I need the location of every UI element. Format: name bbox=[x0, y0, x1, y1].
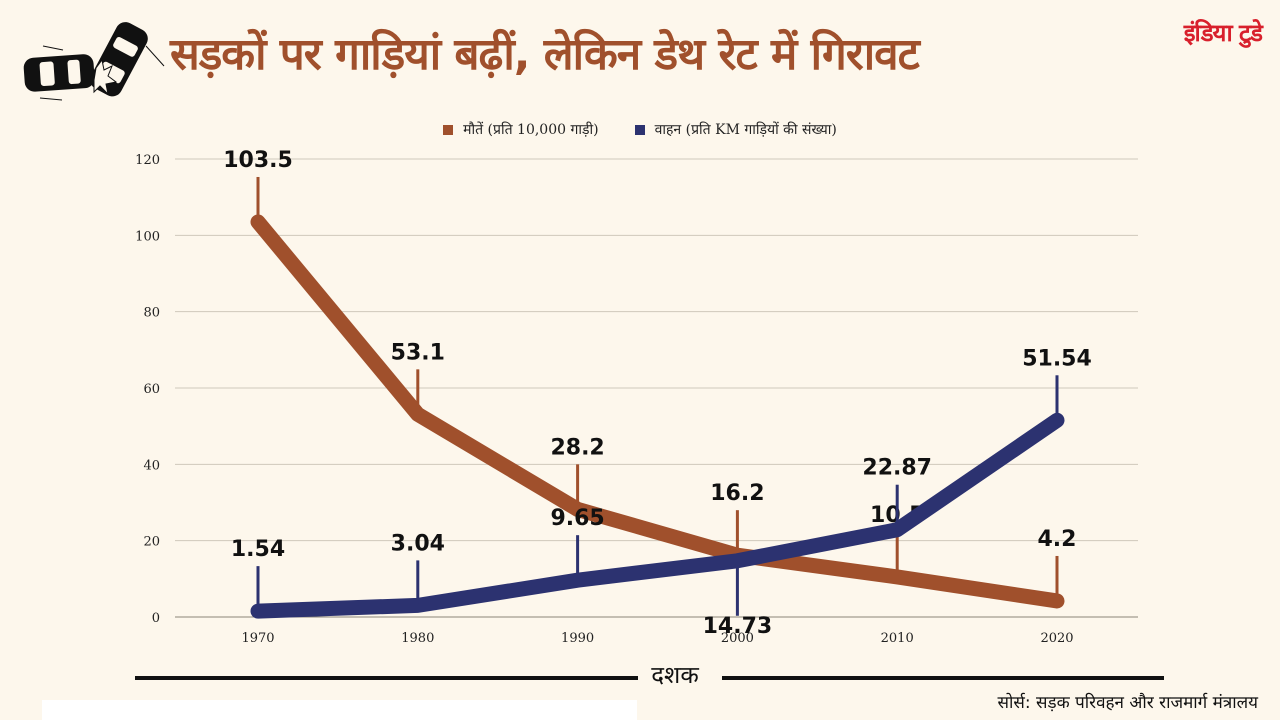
legend-label-vehicles: वाहन (प्रति KM गाड़ियों की संख्या) bbox=[654, 122, 837, 138]
legend: मौतें (प्रति 10,000 गाड़ी) वाहन (प्रति K… bbox=[0, 120, 1280, 139]
x-tick-label: 1980 bbox=[401, 631, 434, 646]
data-label-vehicles: 51.54 bbox=[1022, 346, 1092, 371]
blank-panel bbox=[42, 700, 637, 720]
legend-item-vehicles: वाहन (प्रति KM गाड़ियों की संख्या) bbox=[634, 120, 837, 139]
brand-logo: इंडिया टुडे bbox=[1183, 19, 1263, 47]
car-crash-icon bbox=[23, 22, 165, 101]
y-tick-label: 0 bbox=[152, 611, 160, 626]
data-point-deaths bbox=[256, 219, 260, 224]
data-point-vehicles bbox=[575, 578, 580, 583]
data-point-vehicles bbox=[256, 609, 260, 614]
data-point-vehicles bbox=[895, 527, 900, 532]
x-axis-rule-right bbox=[722, 676, 1164, 680]
y-tick-label: 40 bbox=[143, 458, 160, 473]
x-tick-label: 2020 bbox=[1040, 631, 1073, 646]
x-tick-label: 1970 bbox=[241, 631, 274, 646]
y-tick-label: 100 bbox=[135, 229, 160, 244]
x-tick-label: 1990 bbox=[561, 631, 594, 646]
source-note: सोर्स: सड़क परिवहन और राजमार्ग मंत्रालय bbox=[997, 693, 1259, 713]
data-label-deaths: 4.2 bbox=[1038, 527, 1077, 552]
x-axis-title: दशक bbox=[651, 661, 699, 689]
data-point-vehicles bbox=[415, 603, 420, 608]
x-tick-label: 2000 bbox=[721, 631, 754, 646]
legend-swatch-vehicles bbox=[634, 124, 645, 135]
data-label-vehicles: 9.65 bbox=[550, 506, 604, 531]
chart-title: सड़कों पर गाड़ियां बढ़ीं, लेकिन डेथ रेट … bbox=[170, 29, 920, 80]
data-label-vehicles: 3.04 bbox=[391, 531, 445, 556]
data-label-vehicles: 14.73 bbox=[703, 614, 773, 639]
data-point-deaths bbox=[1055, 598, 1059, 603]
data-label-deaths: 53.1 bbox=[391, 340, 445, 365]
x-axis-rule-left bbox=[135, 676, 638, 680]
y-tick-label: 80 bbox=[143, 306, 160, 321]
data-label-deaths: 28.2 bbox=[550, 435, 604, 460]
series-line-vehicles bbox=[250, 412, 1065, 619]
data-point-vehicles bbox=[735, 558, 740, 563]
y-tick-label: 120 bbox=[135, 153, 160, 168]
data-label-vehicles: 22.87 bbox=[862, 456, 932, 481]
data-point-deaths bbox=[575, 507, 580, 512]
y-tick-label: 20 bbox=[143, 535, 160, 550]
data-point-deaths bbox=[415, 412, 420, 417]
legend-item-deaths: मौतें (प्रति 10,000 गाड़ी) bbox=[443, 120, 599, 139]
data-point-deaths bbox=[895, 574, 900, 579]
y-tick-label: 60 bbox=[143, 382, 160, 397]
legend-label-deaths: मौतें (प्रति 10,000 गाड़ी) bbox=[463, 122, 599, 138]
data-label-deaths: 16.2 bbox=[710, 481, 764, 506]
data-point-vehicles bbox=[1055, 418, 1059, 423]
x-tick-label: 2010 bbox=[881, 631, 914, 646]
data-label-vehicles: 1.54 bbox=[231, 537, 285, 562]
series-line-deaths bbox=[250, 214, 1065, 609]
legend-swatch-deaths bbox=[443, 124, 454, 135]
data-label-deaths: 103.5 bbox=[223, 148, 293, 173]
